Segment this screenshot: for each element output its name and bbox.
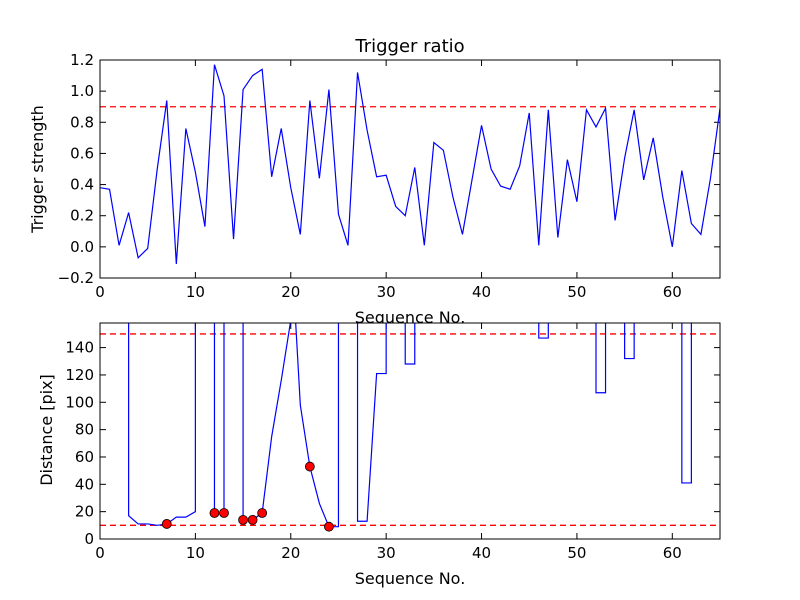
top-x-tick-label: 0: [95, 283, 105, 301]
bottom-series-line: [128, 323, 692, 528]
top-ticks: 0 10 20 30 40 50 60 −0.2 0.0 0.2 0.4 0.6 0.8 1.0 1.2: [58, 51, 720, 301]
top-x-tick-label: 60: [663, 283, 682, 301]
bottom-markers: [161, 461, 334, 532]
top-y-tick-label: 0.0: [70, 238, 94, 256]
bottom-y-tick-label: 60: [75, 448, 94, 466]
bottom-ticks: 0 10 20 30 40 50 60 0 20 40 60 80 100 120 140: [65, 323, 720, 562]
top-x-tick-label: 10: [186, 283, 205, 301]
bottom-y-tick-label: 120: [65, 366, 94, 384]
top-y-axis-title: Trigger strength: [28, 105, 47, 234]
marker-point: [257, 508, 268, 518]
bottom-x-tick-label: 20: [281, 544, 300, 562]
bottom-chart: 0 10 20 30 40 50 60 0 20 40 60 80 100 120 140 Sequence…: [37, 322, 721, 588]
bottom-y-axis-title: Distance [pix]: [37, 374, 56, 486]
top-chart-title: Trigger ratio: [354, 36, 464, 57]
bottom-y-tick-label: 0: [84, 530, 94, 548]
bottom-y-tick-label: 140: [65, 339, 94, 357]
marker-point: [219, 508, 229, 518]
marker-point: [304, 461, 315, 472]
top-y-tick-label: 0.4: [70, 176, 94, 194]
bottom-x-tick-label: 10: [186, 544, 205, 562]
bottom-y-tick-label: 100: [65, 393, 94, 411]
bottom-plot-area: [100, 323, 720, 539]
bottom-x-tick-label: 40: [472, 544, 491, 562]
top-plot-frame: [99, 59, 721, 279]
top-x-tick-label: 20: [281, 283, 300, 301]
top-y-tick-label: 0.2: [70, 207, 94, 225]
top-chart: 0 10 20 30 40 50 60 −0.2 0.0 0.2 0.4 0.6 0.8 1.0 1.2 T…: [28, 36, 721, 327]
marker-point: [161, 519, 172, 529]
marker-point: [324, 521, 334, 532]
marker-point: [247, 514, 258, 525]
bottom-x-tick-label: 50: [567, 544, 586, 562]
top-y-tick-label: 0.8: [70, 113, 94, 131]
bottom-y-tick-label: 80: [75, 421, 94, 439]
bottom-x-tick-label: 30: [377, 544, 396, 562]
top-y-tick-label: 1.2: [70, 51, 94, 69]
top-x-axis-title: Sequence No.: [355, 308, 466, 327]
top-x-tick-label: 40: [472, 283, 491, 301]
marker-point: [238, 514, 248, 525]
top-y-tick-label: 1.0: [70, 82, 94, 100]
top-plot-area: [100, 60, 720, 278]
bottom-x-tick-label: 0: [95, 544, 105, 562]
bottom-plot-frame: [99, 322, 721, 540]
top-x-tick-label: 50: [567, 283, 586, 301]
bottom-y-tick-label: 20: [75, 503, 94, 521]
top-y-tick-label: 0.6: [70, 144, 94, 162]
bottom-x-tick-label: 60: [663, 544, 682, 562]
marker-point: [209, 508, 220, 518]
top-y-tick-label: −0.2: [58, 269, 94, 287]
top-x-tick-label: 30: [377, 283, 396, 301]
bottom-y-tick-label: 40: [75, 475, 94, 493]
top-series-line: [100, 64, 720, 265]
bottom-x-axis-title: Sequence No.: [355, 569, 466, 588]
